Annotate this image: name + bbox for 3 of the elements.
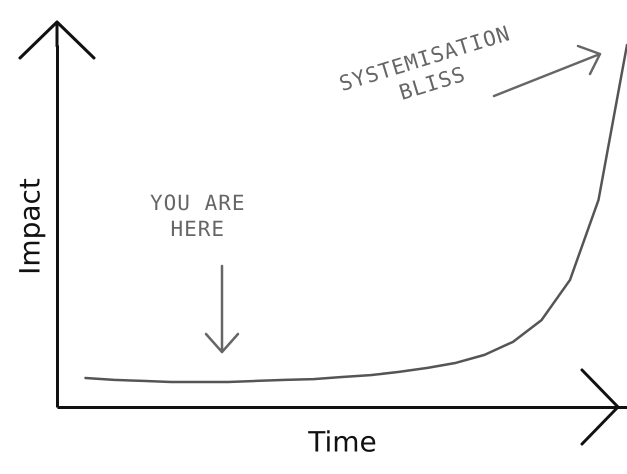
y-axis-title: Impact [14, 178, 46, 275]
x-axis-title: Time [307, 426, 377, 458]
annotation: YOU ARE HERE [150, 190, 246, 242]
